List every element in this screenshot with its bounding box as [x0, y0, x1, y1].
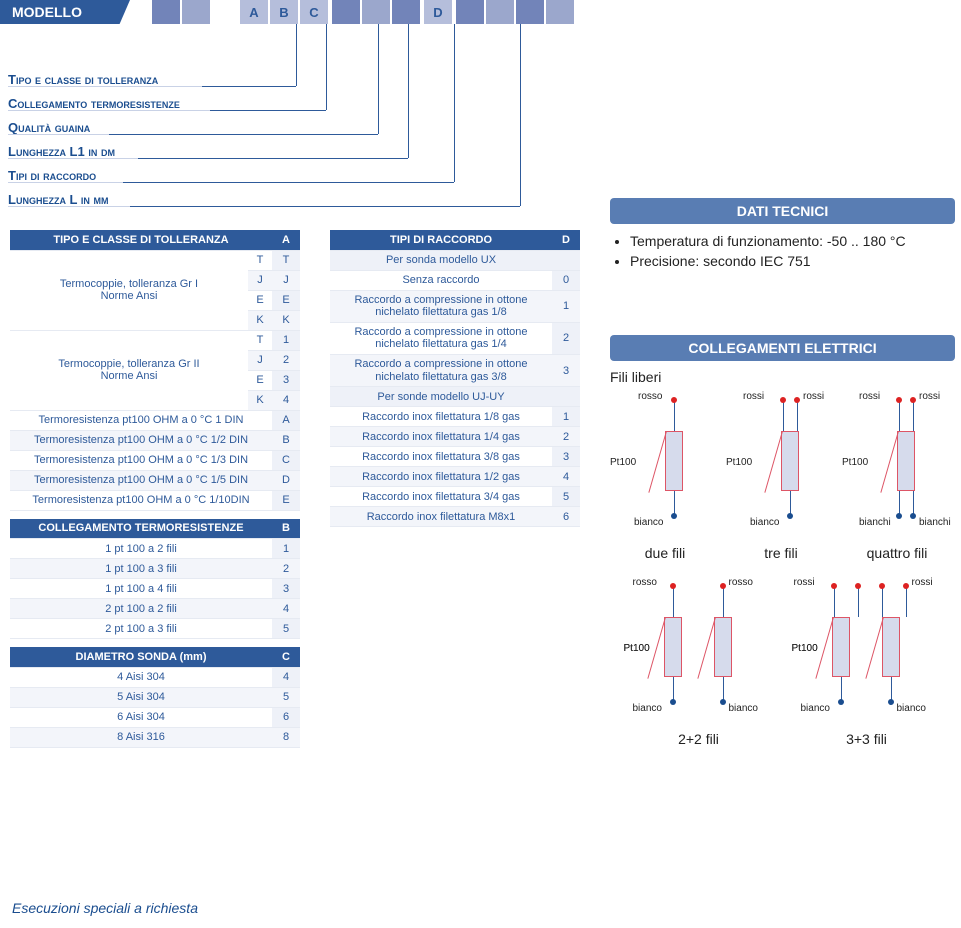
tech-item: Temperatura di funzionamento: -50 .. 180…: [630, 232, 955, 252]
table-tolleranza: TIPO E CLASSE DI TOLLERANZAATermocoppie,…: [10, 230, 300, 511]
modello-cell-blank: [456, 0, 484, 24]
wiring-diagram: Pt100rossobiancodue fili: [610, 391, 720, 561]
wiring-diagram: Pt100rossirossibianchibianchiquattro fil…: [842, 391, 952, 561]
modello-cell-blank: [362, 0, 390, 24]
modello-cell-blank: [392, 0, 420, 24]
modello-cell-blank: [332, 0, 360, 24]
decode-label: Tipo e classe di tolleranza: [8, 72, 158, 87]
fili-liberi-title: Fili liberi: [610, 369, 955, 385]
wiring-diagram: Pt100Pt100rossirossibiancobianco3+3 fili: [792, 577, 942, 747]
table-collegamento: COLLEGAMENTO TERMORESISTENZEB1 pt 100 a …: [10, 519, 300, 640]
wiring-diagram: Pt100Pt100rossorossobiancobianco2+2 fili: [624, 577, 774, 747]
dati-tecnici-list: Temperatura di funzionamento: -50 .. 180…: [610, 232, 955, 271]
modello-cell-A: A: [240, 0, 268, 24]
decode-label: Qualità guaina: [8, 120, 90, 135]
modello-cell-D: D: [424, 0, 452, 24]
modello-label: MODELLO: [0, 0, 130, 24]
footer-note: Esecuzioni speciali a richiesta: [12, 900, 198, 916]
tech-item: Precisione: secondo IEC 751: [630, 252, 955, 272]
modello-cell-B: B: [270, 0, 298, 24]
col-left: TIPO E CLASSE DI TOLLERANZAATermocoppie,…: [10, 230, 300, 748]
modello-cell-blank: [486, 0, 514, 24]
decode-label: Tipi di raccordo: [8, 168, 96, 183]
decode-label: Lunghezza L1 in dm: [8, 144, 115, 159]
decode-label: Collegamento termoresistenze: [8, 96, 180, 111]
modello-cell-blank: [152, 0, 180, 24]
col-mid: TIPI DI RACCORDODPer sonda modello UXSen…: [330, 230, 580, 527]
wiring-diagram: Pt100rossirossibiancotre fili: [726, 391, 836, 561]
modello-cell-blank: [546, 0, 574, 24]
table-diametro: DIAMETRO SONDA (mm)C4 Aisi 30445 Aisi 30…: [10, 647, 300, 748]
col-right: DATI TECNICI Temperatura di funzionament…: [610, 198, 955, 747]
modello-cell-C: C: [300, 0, 328, 24]
decode-label: Lunghezza L in mm: [8, 192, 108, 207]
collegamenti-hdr: COLLEGAMENTI ELETTRICI: [610, 335, 955, 361]
table-raccordo: TIPI DI RACCORDODPer sonda modello UXSen…: [330, 230, 580, 527]
dati-tecnici-hdr: DATI TECNICI: [610, 198, 955, 224]
modello-cell-blank: [182, 0, 210, 24]
modello-cell-blank: [516, 0, 544, 24]
